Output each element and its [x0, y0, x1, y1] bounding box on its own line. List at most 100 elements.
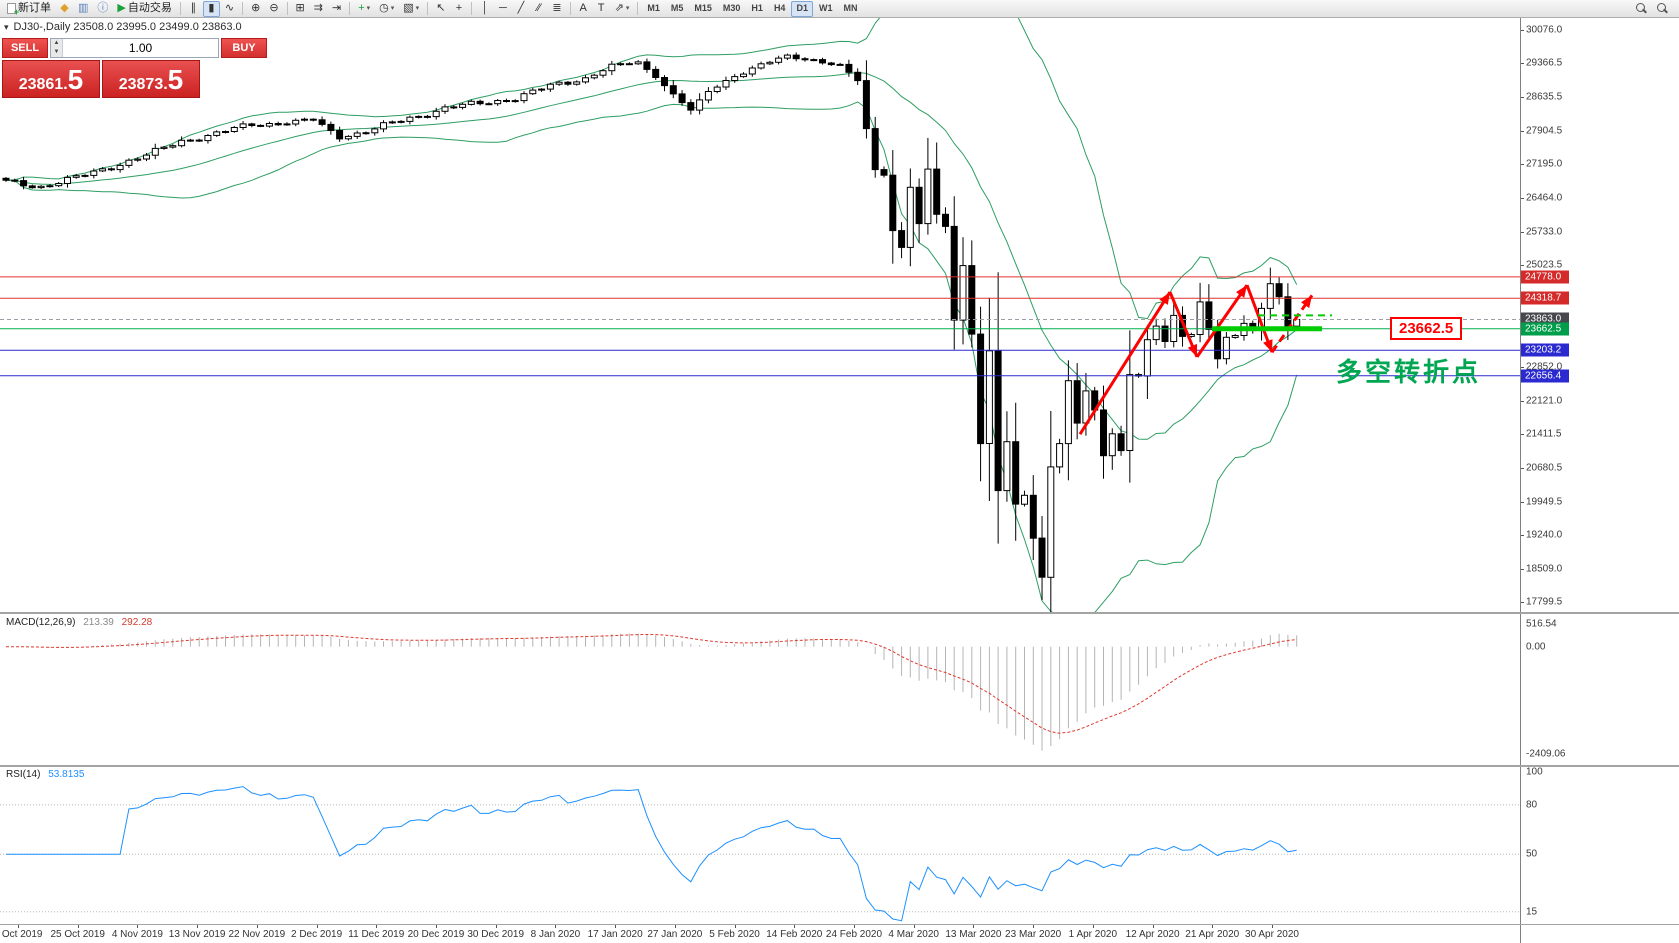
- price-scale-label: 19949.5: [1526, 496, 1563, 508]
- periods-icon: ◷: [379, 2, 389, 14]
- date-label: 11 Dec 2019: [348, 929, 405, 940]
- price-axis-tick: [1520, 30, 1524, 31]
- chart-shift-button[interactable]: ⇥: [328, 1, 345, 17]
- macd-panel: [6, 633, 1298, 751]
- panel-separator-macd[interactable]: [0, 612, 1679, 614]
- lot-spinner: ▲ ▼: [51, 39, 63, 57]
- lot-input[interactable]: [63, 39, 218, 57]
- text-label-button[interactable]: T: [593, 1, 610, 17]
- zoom-out-button[interactable]: ⊖: [265, 1, 282, 17]
- cursor-button[interactable]: ↖: [432, 1, 449, 17]
- time-axis[interactable]: 5 Oct 2019 25 Oct 2019 4 Nov 2019 13 Nov 20…: [0, 925, 1520, 943]
- timeframe-h4-button[interactable]: H4: [773, 3, 786, 13]
- date-tick: [376, 925, 378, 928]
- zoom-out-icon: ⊖: [269, 2, 279, 14]
- data-window-button[interactable]: ▥: [74, 1, 92, 17]
- periods-button[interactable]: ◷ ▾: [375, 1, 398, 17]
- text-button[interactable]: A: [575, 1, 592, 17]
- date-label: 30 Dec 2019: [467, 929, 525, 940]
- timeframe-m1-button[interactable]: M1: [647, 3, 660, 13]
- tile-windows-icon: ⊞: [295, 2, 305, 14]
- crosshair-button[interactable]: +: [450, 1, 467, 17]
- date-tick: [973, 925, 975, 928]
- annotation-note[interactable]: 多空转折点: [1336, 357, 1482, 387]
- auto-trading-button[interactable]: ▶ 自动交易: [113, 1, 175, 17]
- one-click-collapse-icon[interactable]: ▾: [4, 21, 9, 32]
- timeframe-m30-button[interactable]: M30: [722, 3, 741, 13]
- toolbar-right: [1632, 1, 1676, 17]
- expert-info-button[interactable]: ⓘ: [93, 1, 112, 17]
- bar-chart-type-button[interactable]: ∥: [185, 1, 202, 17]
- find-symbol-button[interactable]: [1653, 1, 1672, 17]
- buy-price-button[interactable]: 23873. 5: [102, 60, 200, 98]
- channel-button[interactable]: ∕∕: [530, 1, 547, 17]
- price-axis-tick: [1520, 63, 1524, 64]
- panel-separator-rsi[interactable]: [0, 765, 1679, 767]
- zoom-in-button[interactable]: ⊕: [247, 1, 264, 17]
- candles: [2, 52, 1301, 612]
- templates-button[interactable]: ▧ ▾: [399, 1, 423, 17]
- price-axis-tick: [1520, 198, 1524, 199]
- bollinger-bands: [5, 18, 1298, 612]
- price-axis-divider[interactable]: [1520, 18, 1521, 943]
- date-tick: [1212, 925, 1214, 928]
- fibonacci-button[interactable]: ≣: [548, 1, 565, 17]
- date-tick: [913, 925, 915, 928]
- buy-button[interactable]: BUY: [221, 38, 267, 58]
- trendline-button[interactable]: ╱: [512, 1, 529, 17]
- panel-separator-dates[interactable]: [0, 924, 1679, 925]
- price-scale-label: 18509.0: [1526, 563, 1563, 575]
- cursor-icon: ↖: [436, 2, 446, 14]
- timeframe-mn-button[interactable]: MN: [843, 3, 858, 13]
- date-tick: [794, 925, 796, 928]
- price-callout[interactable]: 23662.5: [1390, 316, 1463, 340]
- price-scale-label: 27904.5: [1526, 125, 1563, 137]
- date-tick: [555, 925, 557, 928]
- line-chart-type-button[interactable]: ∿: [221, 1, 238, 17]
- timeframe-m5-button[interactable]: M5: [670, 3, 684, 13]
- date-tick: [674, 925, 676, 928]
- date-tick: [1092, 925, 1094, 928]
- vertical-line-button[interactable]: │: [476, 1, 493, 17]
- sell-button[interactable]: SELL: [2, 38, 48, 58]
- timeframe-m15-button[interactable]: M15: [694, 3, 712, 13]
- auto-scroll-button[interactable]: ⇉: [310, 1, 327, 17]
- price-axis-tick: [1520, 401, 1524, 402]
- sell-price-button[interactable]: 23861. 5: [2, 60, 100, 98]
- price-scale-label: 26464.0: [1526, 192, 1563, 204]
- indicators-button[interactable]: + ▾: [354, 1, 374, 17]
- candlestick-chart-type-button[interactable]: ▮: [202, 0, 220, 17]
- date-label: 30 Apr 2020: [1245, 929, 1299, 940]
- arrows-button[interactable]: ⇗ ▾: [611, 1, 634, 17]
- horizontal-line-button[interactable]: ─: [494, 1, 511, 17]
- new-order-button[interactable]: 新订单: [3, 1, 55, 17]
- dropdown-icon: ▾: [390, 5, 395, 12]
- dropdown-icon: ▾: [415, 5, 420, 12]
- macd-main-value: 213.39: [83, 617, 114, 628]
- vertical-line-icon: │: [481, 2, 489, 14]
- sell-price-big-digit: 5: [67, 64, 84, 95]
- market-watch-button[interactable]: ◆: [56, 1, 73, 17]
- timeframe-h1-button[interactable]: H1: [751, 3, 763, 13]
- tile-windows-button[interactable]: ⊞: [292, 1, 309, 17]
- date-tick: [316, 925, 318, 928]
- lot-increase-button[interactable]: ▲: [51, 39, 62, 48]
- date-tick: [137, 925, 139, 928]
- buy-price: 23873.: [118, 76, 168, 93]
- templates-icon: ▧: [403, 2, 414, 14]
- search-button[interactable]: [1632, 1, 1651, 17]
- timeframe-w1-button[interactable]: W1: [818, 3, 833, 13]
- lot-decrease-button[interactable]: ▼: [51, 48, 62, 57]
- one-click-trading-panel: SELL ▲ ▼ BUY 23861.5 23873.5: [2, 38, 267, 98]
- price-axis-tick: [1520, 164, 1524, 165]
- rsi-label: RSI(14) 53.8135: [6, 769, 84, 780]
- timeframe-d1-button[interactable]: D1: [791, 0, 813, 17]
- line-chart-type-icon: ∿: [224, 2, 235, 14]
- chart-canvas[interactable]: [0, 18, 1679, 925]
- new-order-button-label: 新订单: [18, 2, 51, 14]
- zoom-in-icon: ⊕: [251, 2, 261, 14]
- price-scale-label: 19240.0: [1526, 529, 1563, 541]
- date-label: 21 Apr 2020: [1185, 929, 1240, 940]
